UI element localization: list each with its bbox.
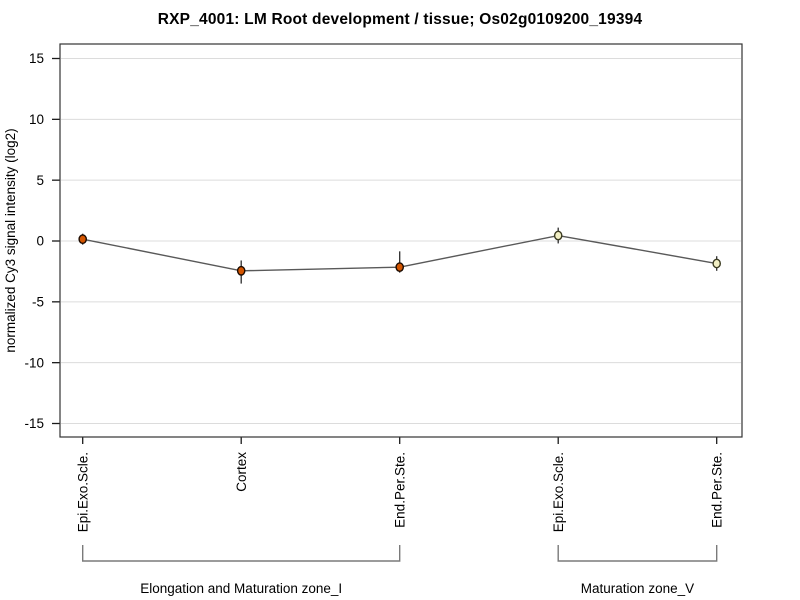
y-axis-title: normalized Cy3 signal intensity (log2) <box>3 128 18 352</box>
y-tick-label: -15 <box>24 416 44 431</box>
y-tick-label: -5 <box>32 295 44 310</box>
group-label: Elongation and Maturation zone_I <box>140 581 342 596</box>
chart-title: RXP_4001: LM Root development / tissue; … <box>157 11 643 28</box>
data-point <box>78 234 87 245</box>
x-tick-label: Epi.Exo.Scle. <box>75 452 90 532</box>
group-bracket <box>557 545 718 562</box>
plot-frame <box>59 43 743 438</box>
x-tick-label: Cortex <box>234 452 249 492</box>
y-tick-label: 10 <box>29 112 44 127</box>
data-point <box>395 262 405 273</box>
data-point <box>553 230 563 241</box>
y-tick-label: -10 <box>24 355 44 370</box>
data-point <box>712 258 722 269</box>
x-tick-label: Epi.Exo.Scle. <box>551 452 566 532</box>
y-tick-label: 0 <box>36 234 44 249</box>
y-tick-label: 5 <box>36 173 44 188</box>
group-bracket <box>82 545 401 562</box>
x-tick-label: End.Per.Ste. <box>392 452 407 528</box>
x-tick-label: End.Per.Ste. <box>709 452 724 528</box>
y-tick-label: 15 <box>29 51 44 66</box>
data-point <box>236 265 246 276</box>
group-label: Maturation zone_V <box>581 581 694 596</box>
